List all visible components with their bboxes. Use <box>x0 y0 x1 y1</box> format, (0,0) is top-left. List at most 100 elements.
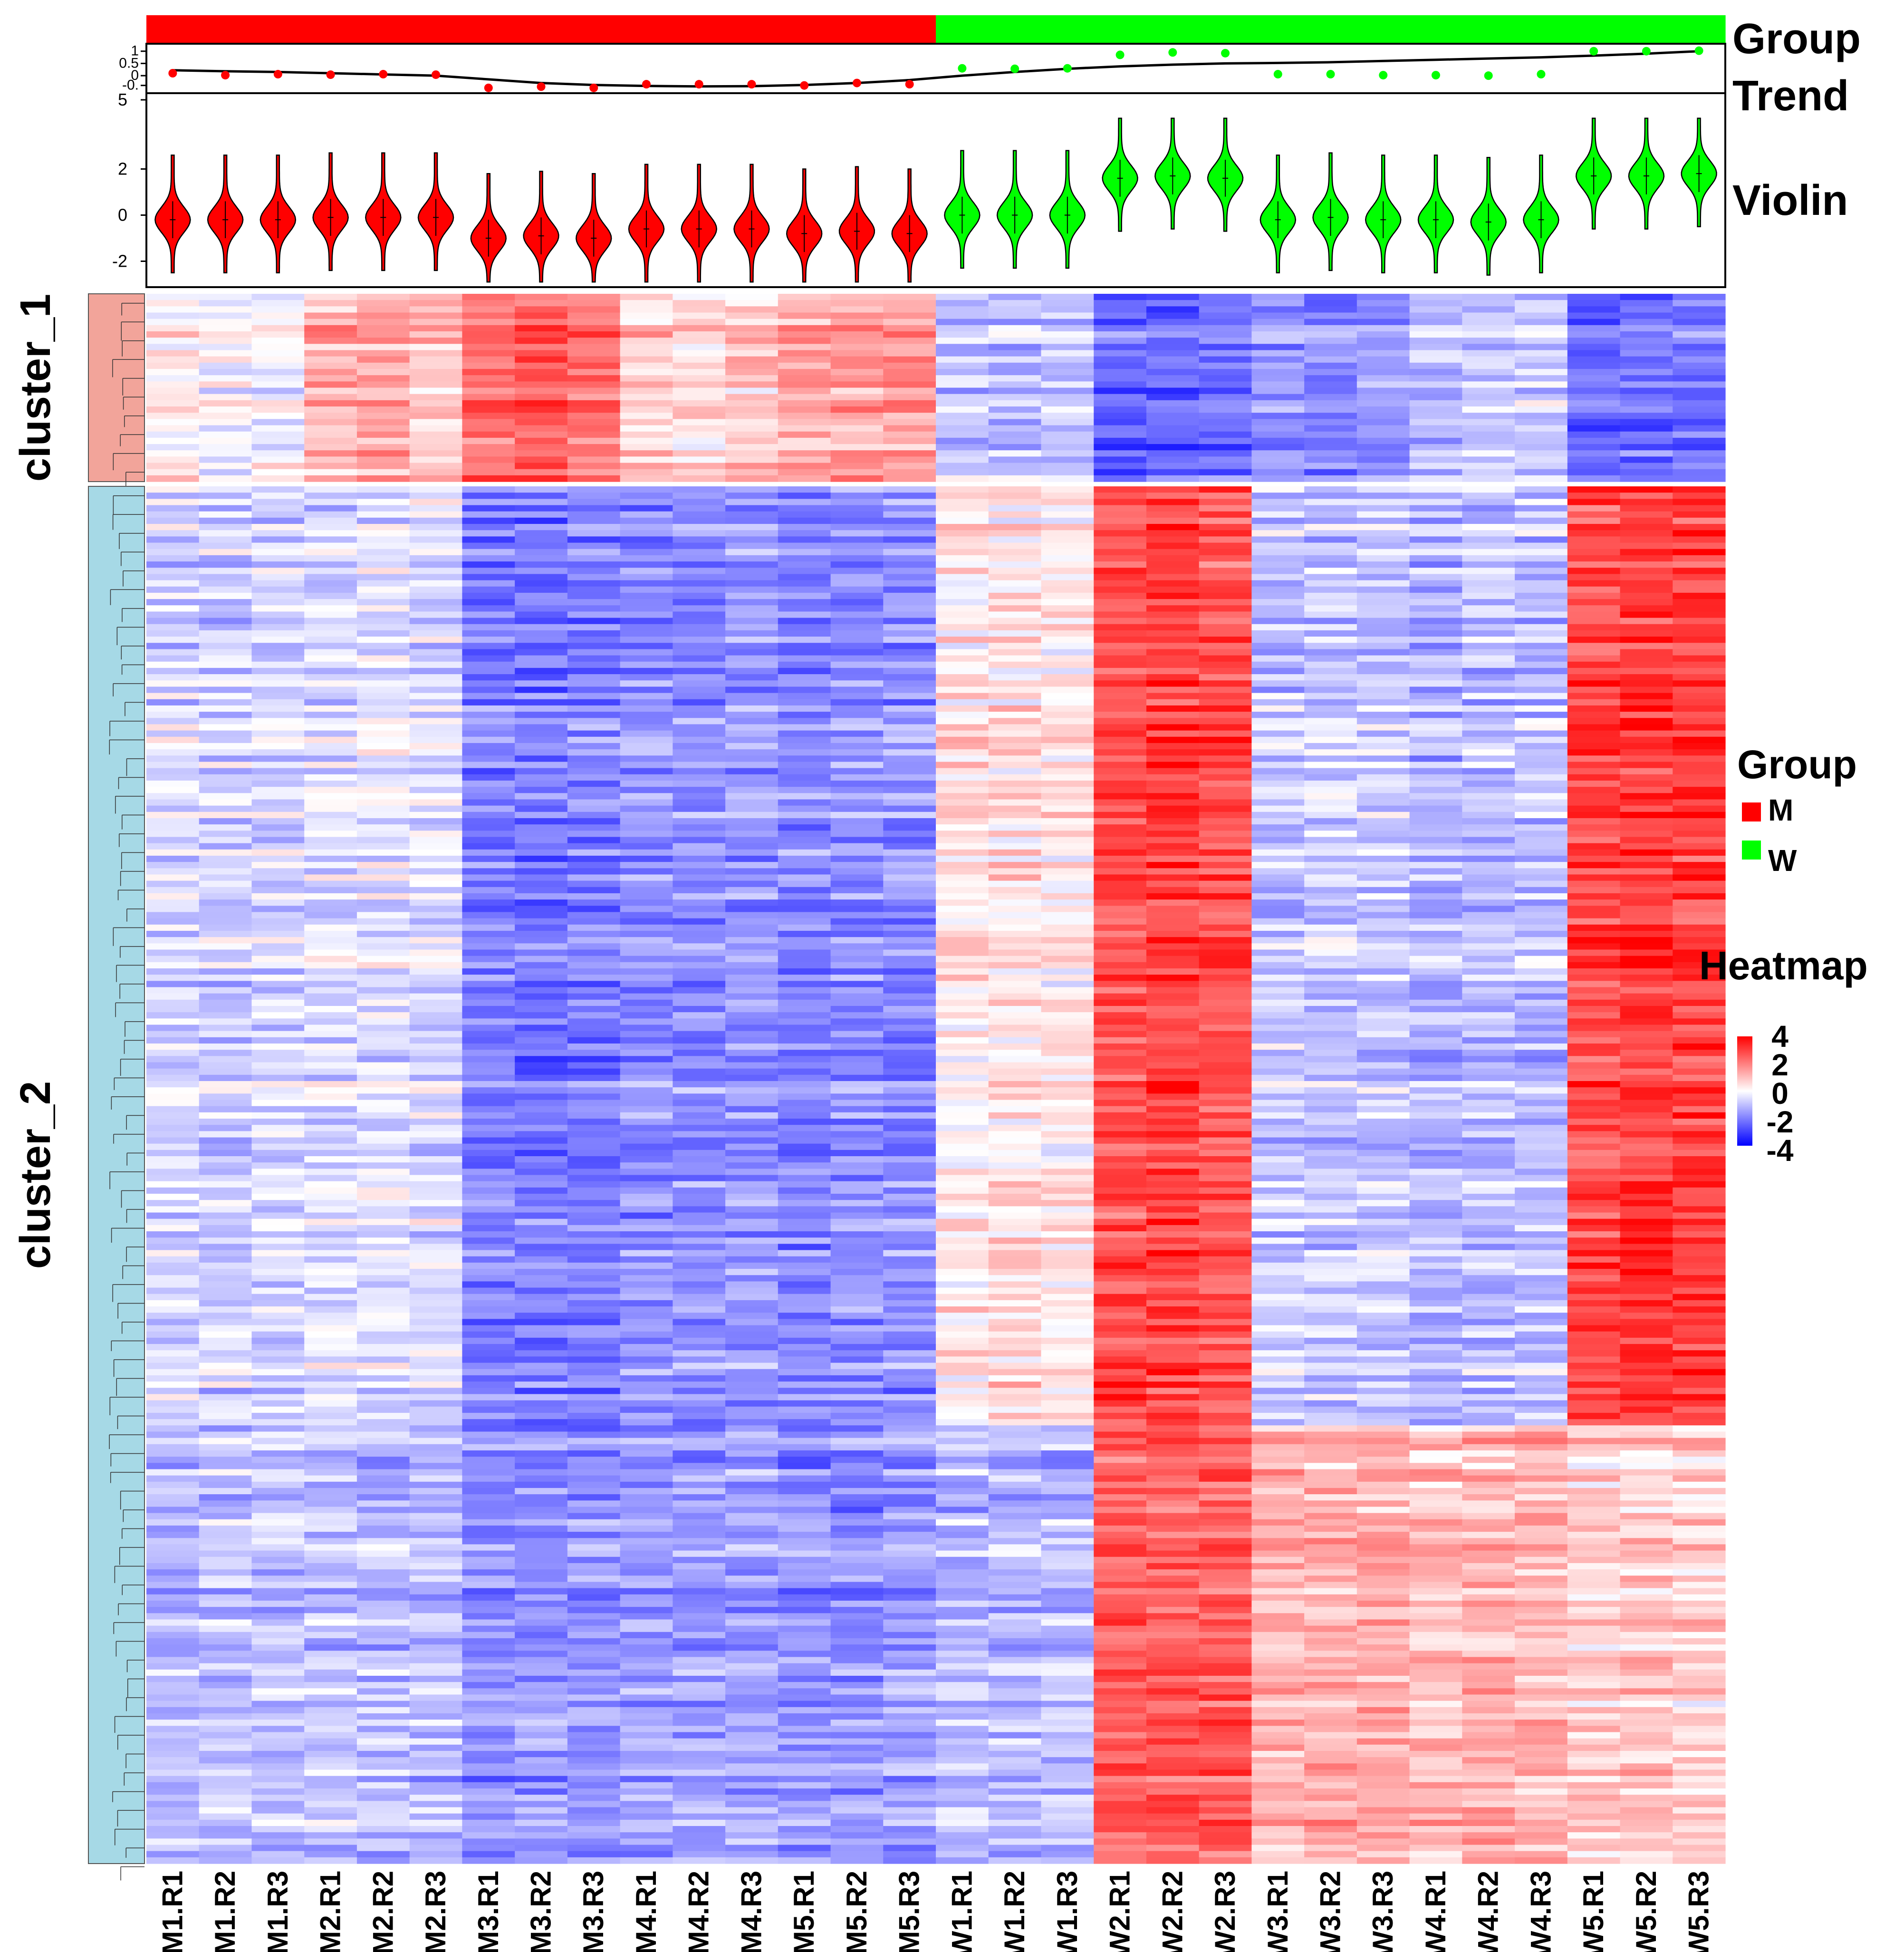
heatmap-cell <box>1199 874 1252 881</box>
heatmap-cell <box>725 918 779 925</box>
heatmap-cell <box>1515 338 1568 344</box>
heatmap-cell <box>1620 1012 1673 1019</box>
heatmap-cell <box>830 805 884 812</box>
heatmap-cell <box>1567 724 1621 731</box>
heatmap-cell <box>1620 1194 1673 1200</box>
heatmap-cell <box>936 1043 989 1050</box>
heatmap-cell <box>1515 362 1568 369</box>
trend-point <box>326 70 335 79</box>
heatmap-cell <box>830 667 884 675</box>
heatmap-cell <box>409 486 462 493</box>
heatmap-cell <box>830 1231 884 1238</box>
heatmap-cell <box>1094 718 1147 725</box>
heatmap-cell <box>778 624 831 631</box>
heatmap-cell <box>1041 1231 1094 1238</box>
heatmap-cell <box>988 880 1042 888</box>
trend-point <box>379 70 388 79</box>
heatmap-cell <box>1673 730 1726 737</box>
heatmap-cell <box>199 674 252 681</box>
heatmap-cell <box>1251 661 1305 668</box>
heatmap-cell <box>567 699 621 706</box>
heatmap-cell <box>778 568 831 574</box>
heatmap-cell <box>251 300 305 307</box>
heatmap-cell <box>830 912 884 919</box>
heatmap-cell <box>1146 549 1200 556</box>
heatmap-cell <box>409 1068 462 1075</box>
heatmap-cell <box>936 1050 989 1056</box>
heatmap-cell <box>883 611 936 618</box>
heatmap-cell <box>304 849 357 856</box>
heatmap-cell <box>1673 444 1726 451</box>
heatmap-cell <box>1041 387 1094 395</box>
heatmap-cell <box>199 1250 252 1257</box>
heatmap-cell <box>1620 693 1673 700</box>
heatmap-cell <box>567 1056 621 1063</box>
heatmap-cell <box>1041 524 1094 531</box>
heatmap-cell <box>725 456 779 464</box>
heatmap-cell <box>1356 1218 1410 1226</box>
heatmap-cell <box>988 1250 1042 1257</box>
heatmap-cell <box>1251 431 1305 438</box>
heatmap-cell <box>1515 1043 1568 1050</box>
heatmap-cell <box>567 1050 621 1056</box>
heatmap-cell <box>1409 1231 1462 1238</box>
heatmap-cell <box>462 319 515 326</box>
heatmap-cell <box>199 999 252 1006</box>
heatmap-cell <box>936 736 989 744</box>
heatmap-cell <box>304 574 357 581</box>
heatmap-cell <box>1356 325 1410 332</box>
heatmap-cell <box>1620 425 1673 432</box>
heatmap-cell <box>620 580 673 587</box>
heatmap-cell <box>830 524 884 531</box>
heatmap-cell <box>1673 649 1726 656</box>
heatmap-cell <box>1146 1194 1200 1200</box>
heatmap-cell <box>515 1012 568 1019</box>
heatmap-cell <box>1356 1100 1410 1107</box>
heatmap-cell <box>567 1206 621 1213</box>
heatmap-cell <box>462 1231 515 1238</box>
heatmap-cell <box>304 1237 357 1244</box>
heatmap-cell <box>620 325 673 332</box>
heatmap-cell <box>883 962 936 969</box>
heatmap-cell <box>1094 599 1147 606</box>
heatmap-cell <box>146 1125 200 1131</box>
heatmap-cell <box>936 968 989 975</box>
heatmap-cell <box>988 425 1042 432</box>
heatmap-cell <box>830 1119 884 1125</box>
heatmap-cell <box>988 862 1042 869</box>
heatmap-cell <box>988 524 1042 531</box>
heatmap-cell <box>251 937 305 944</box>
heatmap-cell <box>725 674 779 681</box>
heatmap-cell <box>356 505 410 512</box>
heatmap-cell <box>199 605 252 612</box>
heatmap-cell <box>673 599 726 606</box>
heatmap-cell <box>883 1143 936 1150</box>
heatmap-cell <box>409 862 462 869</box>
heatmap-cell <box>778 511 831 518</box>
heatmap-cell <box>1515 325 1568 332</box>
heatmap-cell <box>567 906 621 913</box>
heatmap-cell <box>356 499 410 506</box>
heatmap-cell <box>1620 705 1673 712</box>
heatmap-cell <box>1251 736 1305 744</box>
heatmap-cell <box>1515 862 1568 869</box>
heatmap-cell <box>304 674 357 681</box>
heatmap-cell <box>725 968 779 975</box>
heatmap-cell <box>778 450 831 457</box>
heatmap-cell <box>1356 555 1410 562</box>
heatmap-cell <box>620 849 673 856</box>
heatmap-cell <box>1620 1181 1673 1188</box>
group-bar-cell <box>830 15 884 43</box>
heatmap-cell <box>936 511 989 518</box>
heatmap-cell <box>1251 456 1305 464</box>
heatmap-cell <box>778 611 831 618</box>
heatmap-cell <box>1409 555 1462 562</box>
heatmap-cell <box>409 1206 462 1213</box>
heatmap-cell <box>673 1043 726 1050</box>
heatmap-cell <box>1515 381 1568 388</box>
heatmap-cell <box>830 599 884 606</box>
heatmap-cell <box>1251 975 1305 981</box>
heatmap-cell <box>567 736 621 744</box>
heatmap-cell <box>673 1162 726 1169</box>
heatmap-cell <box>409 893 462 900</box>
